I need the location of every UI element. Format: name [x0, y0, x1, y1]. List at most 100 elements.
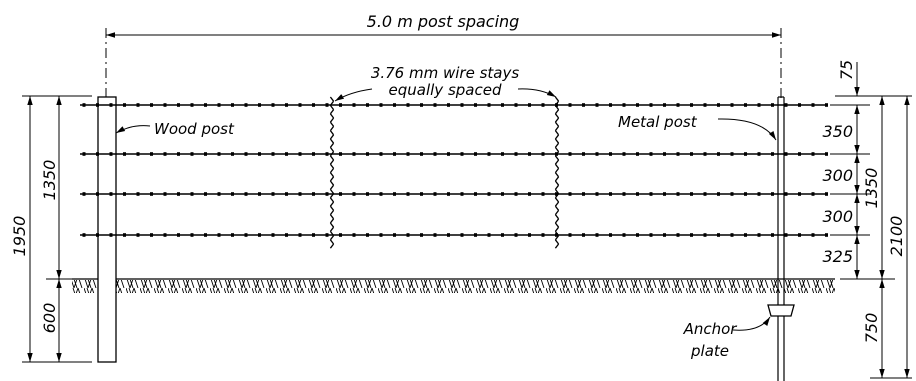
barb [541, 192, 545, 196]
post-spacing-label: 5.0 m post spacing [367, 12, 520, 31]
dim-right-gap-4: 325 [822, 247, 853, 266]
barb [312, 233, 315, 237]
barb [204, 103, 207, 107]
barb [244, 233, 248, 237]
barb [663, 152, 666, 156]
barb [609, 152, 612, 156]
barb [487, 103, 491, 107]
barb [109, 233, 113, 237]
barb [541, 152, 545, 156]
barb [514, 152, 518, 156]
barb [730, 152, 734, 156]
barb [325, 103, 329, 107]
barb [96, 152, 99, 156]
barb [339, 233, 342, 237]
barb [541, 103, 545, 107]
barb [744, 192, 747, 196]
barb [528, 103, 531, 107]
barb [474, 103, 477, 107]
ground [72, 278, 835, 293]
barb [420, 152, 423, 156]
barb [406, 152, 410, 156]
barb [811, 192, 815, 196]
barb [271, 233, 275, 237]
barb [609, 103, 612, 107]
barb [447, 233, 450, 237]
barb [568, 233, 572, 237]
barb [190, 192, 194, 196]
barb [447, 103, 450, 107]
barb [649, 233, 653, 237]
barbed-wires [80, 103, 828, 237]
barb [825, 103, 828, 107]
barb [325, 152, 329, 156]
barb [82, 233, 86, 237]
dim-right-below-ground: 750 [862, 313, 881, 344]
barb [136, 192, 140, 196]
barb [649, 103, 653, 107]
barb [420, 192, 423, 196]
barb [217, 233, 221, 237]
barb [663, 233, 666, 237]
barb [379, 233, 383, 237]
barb [190, 152, 194, 156]
barb [204, 152, 207, 156]
barb [784, 192, 788, 196]
barb [622, 103, 626, 107]
barb [177, 192, 180, 196]
barb [622, 152, 626, 156]
wood-post [97, 96, 117, 363]
barb [271, 192, 275, 196]
barb [825, 192, 828, 196]
barb [460, 152, 464, 156]
barb [285, 103, 288, 107]
barb [231, 192, 234, 196]
barb [150, 103, 153, 107]
barb [568, 152, 572, 156]
barb [744, 233, 747, 237]
barb [514, 103, 518, 107]
barb [366, 103, 369, 107]
barb [244, 192, 248, 196]
barb [177, 233, 180, 237]
barb [528, 233, 531, 237]
barb [798, 192, 801, 196]
barb [258, 152, 261, 156]
barb [798, 103, 801, 107]
barb [555, 233, 558, 237]
barb [190, 233, 194, 237]
barb [447, 192, 450, 196]
barb [811, 152, 815, 156]
barb [771, 103, 774, 107]
barb [96, 103, 99, 107]
barb [285, 152, 288, 156]
dim-right-gap-1: 350 [822, 122, 853, 141]
barb [730, 192, 734, 196]
barb [393, 152, 396, 156]
barb [150, 192, 153, 196]
barb [690, 233, 693, 237]
metal-post-label: Metal post [618, 113, 698, 131]
barb [325, 192, 329, 196]
barb [771, 192, 774, 196]
barb [676, 103, 680, 107]
barb [177, 103, 180, 107]
barb [312, 192, 315, 196]
barb [568, 192, 572, 196]
barb [757, 103, 761, 107]
post-spacing-dimension: 5.0 m post spacing [105, 12, 782, 100]
barb [231, 152, 234, 156]
barb [352, 152, 356, 156]
barb [109, 192, 113, 196]
barb [744, 152, 747, 156]
barb [717, 152, 720, 156]
wire-stay-1 [329, 96, 335, 249]
barb [217, 192, 221, 196]
barb [352, 192, 356, 196]
left-dimensions: 1950 1350 600 [10, 95, 92, 363]
barb [433, 233, 437, 237]
barb [433, 152, 437, 156]
barb [366, 233, 369, 237]
barb [420, 103, 423, 107]
barb [784, 152, 788, 156]
